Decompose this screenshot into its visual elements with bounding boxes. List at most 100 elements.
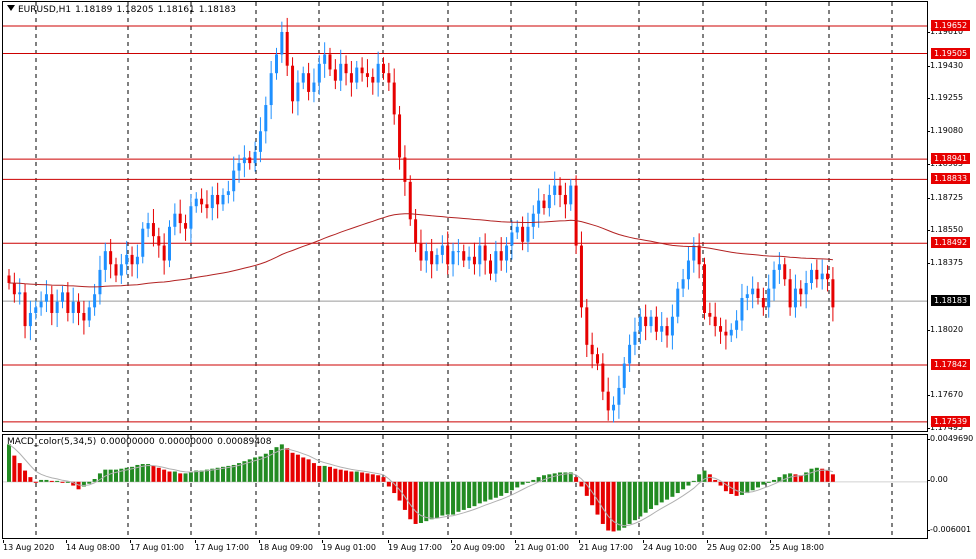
candle-body xyxy=(788,279,792,308)
candle-body xyxy=(232,170,236,192)
candle-body xyxy=(767,288,771,308)
macd-histogram-bar xyxy=(408,481,413,520)
time-axis-label: 13 Aug 2020 xyxy=(3,540,55,552)
price-scale[interactable]: 1.196101.194301.192551.190801.189051.187… xyxy=(926,1,976,432)
macd-histogram-bar xyxy=(156,467,161,482)
macd-histogram-bar xyxy=(60,481,65,483)
macd-histogram-bar xyxy=(151,465,156,482)
macd-histogram-bar xyxy=(354,471,359,482)
macd-histogram-bar xyxy=(167,471,172,482)
candle-body xyxy=(18,292,22,295)
candle-body xyxy=(323,54,327,64)
candle-body xyxy=(724,331,728,336)
candle-body xyxy=(654,316,658,332)
macd-histogram-bar xyxy=(649,481,653,509)
candle-body xyxy=(248,157,252,164)
price-tick-label: 1.18020 xyxy=(926,324,964,334)
macd-histogram-bar xyxy=(750,481,755,491)
macd-histogram-bar xyxy=(386,481,391,487)
candle-body xyxy=(649,316,653,327)
macd-histogram-bar xyxy=(440,481,445,516)
macd-histogram-bar xyxy=(525,481,530,483)
macd-tick-label: 0.00 xyxy=(927,474,948,484)
macd-histogram-bar xyxy=(301,457,306,482)
open-value: 1.18189 xyxy=(75,5,113,15)
candle-body xyxy=(291,65,295,102)
candle-body xyxy=(745,294,749,298)
candle-body xyxy=(269,73,273,106)
macd-histogram-bar xyxy=(81,481,86,487)
candle-body xyxy=(521,226,525,242)
price-chart-pane[interactable]: EURUSD,H1 1.18189 1.18205 1.18161 1.18183 xyxy=(2,1,928,432)
macd-histogram-bar xyxy=(328,466,332,482)
price-chart-canvas[interactable] xyxy=(3,2,927,431)
moving-average-line xyxy=(8,213,833,288)
price-tick-label: 1.18725 xyxy=(926,192,964,202)
macd-histogram-bar xyxy=(456,481,461,512)
candle-body xyxy=(793,288,797,308)
macd-histogram-bar xyxy=(178,473,183,482)
candle-body xyxy=(697,245,701,265)
candle-body xyxy=(563,194,567,205)
macd-histogram-bar xyxy=(311,463,316,482)
candle-body xyxy=(189,206,193,229)
candle-body xyxy=(387,73,391,83)
candle-body xyxy=(157,236,161,246)
macd-histogram-bar xyxy=(65,481,70,483)
macd-histogram-bar xyxy=(253,457,258,482)
candle-body xyxy=(799,288,803,295)
candle-body xyxy=(681,279,685,289)
candle-body xyxy=(633,331,637,345)
macd-histogram-bar xyxy=(338,469,343,482)
macd-histogram-bar xyxy=(370,474,375,482)
candle-body xyxy=(644,316,648,327)
macd-histogram-bar xyxy=(285,448,290,482)
candle-body xyxy=(596,354,599,364)
level-price-label: 1.17539 xyxy=(931,415,971,427)
macd-histogram-bar xyxy=(87,481,92,484)
candle-body xyxy=(628,344,632,364)
macd-histogram-bar xyxy=(365,473,370,482)
macd-histogram-bar xyxy=(258,456,263,482)
macd-histogram-bar xyxy=(536,477,541,482)
macd-histogram-bar xyxy=(445,481,450,515)
candle-body xyxy=(184,223,188,229)
candle-body xyxy=(612,404,616,411)
macd-indicator-pane[interactable]: MACD_color(5,34,5) 0.00000000 0.00000000 0.… xyxy=(2,434,928,539)
time-axis-label: 17 Aug 17:00 xyxy=(195,540,249,552)
macd-histogram-bar xyxy=(584,481,589,496)
macd-scale[interactable]: 0.0049690 0.00 -0.006001 xyxy=(926,434,976,539)
macd-canvas[interactable] xyxy=(3,435,927,538)
dropdown-triangle-icon[interactable] xyxy=(7,5,15,11)
level-price-label: 1.19505 xyxy=(931,47,971,59)
candle-body xyxy=(403,157,407,182)
candle-body xyxy=(419,243,423,261)
macd-histogram-bar xyxy=(793,474,798,482)
candle-body xyxy=(719,326,723,332)
candle-body xyxy=(114,264,118,276)
candle-body xyxy=(296,82,300,102)
price-tick-label: 1.19255 xyxy=(926,93,964,103)
candle-body xyxy=(205,204,209,209)
candle-body xyxy=(489,260,492,274)
candle-body xyxy=(430,251,434,265)
macd-histogram-bar xyxy=(477,481,482,504)
macd-histogram-bar xyxy=(226,465,231,482)
candle-body xyxy=(446,245,450,265)
candle-body xyxy=(371,76,375,83)
candle-body xyxy=(424,251,428,261)
symbol-timeframe: EURUSD,H1 xyxy=(18,5,72,15)
time-axis-label: 21 Aug 17:00 xyxy=(579,540,633,552)
candle-body xyxy=(810,269,813,284)
candle-body xyxy=(50,294,54,313)
macd-histogram-bar xyxy=(23,470,28,482)
time-scale[interactable]: 13 Aug 2020 14 Aug 08:00 17 Aug 01:00 17 Au… xyxy=(2,540,928,559)
candle-body xyxy=(109,251,113,265)
macd-histogram-bar xyxy=(322,465,327,482)
macd-histogram-bar xyxy=(734,481,739,496)
candle-body xyxy=(398,114,402,158)
level-price-label: 1.17842 xyxy=(931,359,971,371)
macd-histogram-bar xyxy=(606,481,611,531)
candle-body xyxy=(146,223,150,229)
macd-histogram-bar xyxy=(418,481,423,524)
